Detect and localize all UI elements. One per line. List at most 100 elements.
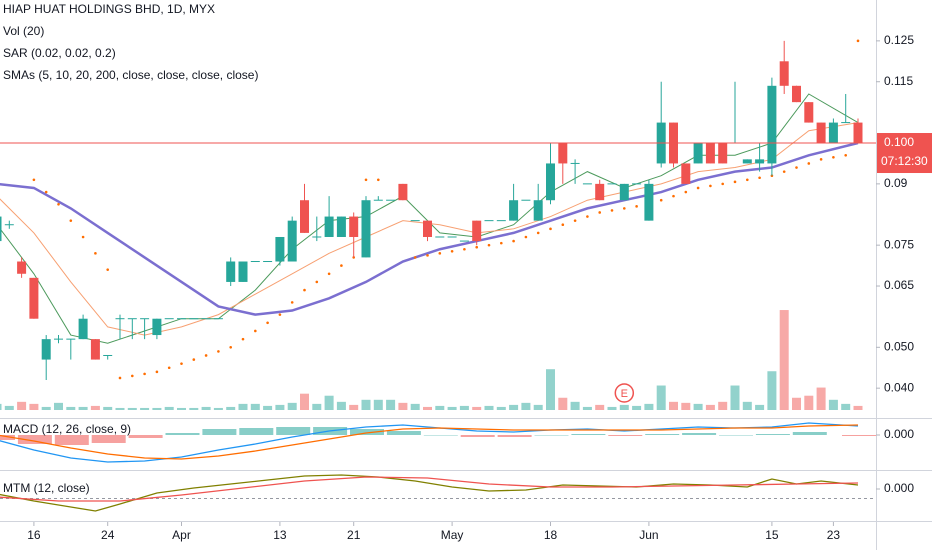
sar-dot xyxy=(610,209,614,212)
volume-bar xyxy=(312,403,322,410)
sar-dot xyxy=(81,235,85,239)
mtm-line xyxy=(0,474,859,512)
volume-bar xyxy=(730,385,740,410)
macd-histogram-bar xyxy=(54,435,89,445)
macd-histogram-bar xyxy=(842,435,876,436)
mtm-label: MTM (12, close) xyxy=(3,481,90,495)
candle-body xyxy=(644,183,654,221)
volume-bar xyxy=(792,397,801,410)
volume-bar xyxy=(0,403,2,410)
sar-dot xyxy=(856,39,860,43)
macd-line xyxy=(0,424,859,460)
macd-histogram-bar xyxy=(239,428,274,435)
macd-histogram-bar xyxy=(165,433,200,435)
volume-bar xyxy=(127,407,137,410)
sar-dot xyxy=(635,205,638,208)
volume-bar xyxy=(423,406,432,410)
volume-bar xyxy=(152,407,162,410)
volume-bar xyxy=(521,402,531,410)
candle-body xyxy=(213,318,223,320)
candle-body xyxy=(386,199,396,201)
candle-body xyxy=(742,159,752,164)
indicator-label: SAR (0.02, 0.02, 0.2) xyxy=(3,46,116,60)
volume-bar xyxy=(115,407,125,410)
candle-body xyxy=(841,122,851,124)
volume-bar xyxy=(66,406,76,410)
candle-body xyxy=(619,183,629,201)
sar-dot xyxy=(229,346,232,349)
sar-dot xyxy=(844,153,847,157)
countdown-label: 07:12:30 xyxy=(881,154,928,168)
macd-histogram-bar xyxy=(571,434,606,435)
sar-dot xyxy=(143,372,146,376)
macd-histogram-bar xyxy=(17,435,52,444)
volume-bar xyxy=(459,405,469,410)
sar-dot xyxy=(696,186,700,190)
macd-histogram-bar xyxy=(350,429,384,435)
volume-bar xyxy=(742,401,752,410)
sar-dot xyxy=(131,374,134,378)
candle-body xyxy=(546,163,555,201)
candle-body xyxy=(164,318,174,320)
indicator-label: SMAs (5, 10, 20, 200, close, close, clos… xyxy=(3,68,258,82)
candle-body xyxy=(115,318,125,320)
macd-histogram-bar xyxy=(128,435,163,438)
sar-dot xyxy=(524,235,528,239)
volume-bar xyxy=(41,406,51,410)
volume-bar xyxy=(496,406,506,410)
candle-body xyxy=(90,339,100,360)
sar-dot xyxy=(57,203,60,206)
volume-bar xyxy=(816,387,826,410)
sar-dot xyxy=(623,207,626,210)
volume-bar xyxy=(275,404,285,410)
candle-body xyxy=(324,216,334,237)
sar-dot xyxy=(69,219,73,222)
candle-body xyxy=(459,240,469,242)
candle-body xyxy=(263,261,273,263)
sar-dot xyxy=(807,162,811,165)
candle-body xyxy=(792,85,801,103)
sar-dot xyxy=(352,256,356,259)
candle-body xyxy=(300,200,309,233)
volume-bar xyxy=(669,401,678,410)
sar-dot xyxy=(364,178,368,182)
candle-body xyxy=(336,216,346,237)
sar-dot xyxy=(315,280,319,284)
x-tick-label: 24 xyxy=(101,528,115,542)
sar-dot xyxy=(94,252,97,255)
mtm-line xyxy=(0,476,859,502)
volume-bar xyxy=(300,393,309,410)
candle-body xyxy=(226,261,236,282)
volume-bar xyxy=(361,399,371,410)
macd-histogram-bar xyxy=(276,427,311,435)
sma-line xyxy=(0,141,859,316)
x-tick-label: 15 xyxy=(765,528,779,542)
volume-bar xyxy=(755,404,765,410)
candle-body xyxy=(607,183,617,185)
candle-body xyxy=(767,85,777,164)
sma-line xyxy=(0,93,859,344)
sar-dot xyxy=(327,272,331,276)
volume-bar xyxy=(693,403,703,410)
volume-bar xyxy=(238,403,248,410)
candle-body xyxy=(29,277,39,319)
macd-histogram-bar xyxy=(497,435,532,437)
sar-dot xyxy=(155,370,159,374)
sar-dot xyxy=(659,198,663,202)
sar-dot xyxy=(549,227,552,231)
candle-body xyxy=(54,338,63,340)
candle-body xyxy=(705,143,715,164)
candle-body xyxy=(558,143,568,164)
sar-dot xyxy=(266,321,269,325)
x-tick-label: Apr xyxy=(172,528,191,542)
last-price-box xyxy=(877,133,932,174)
candle-body xyxy=(17,261,27,274)
volume-bar xyxy=(484,405,494,410)
candle-body xyxy=(533,200,543,221)
volume-bar xyxy=(29,403,39,410)
sar-dot xyxy=(217,350,220,353)
volume-bar xyxy=(336,401,346,410)
volume-bar xyxy=(644,403,654,410)
volume-bar xyxy=(226,406,236,410)
volume-bar xyxy=(509,404,519,410)
